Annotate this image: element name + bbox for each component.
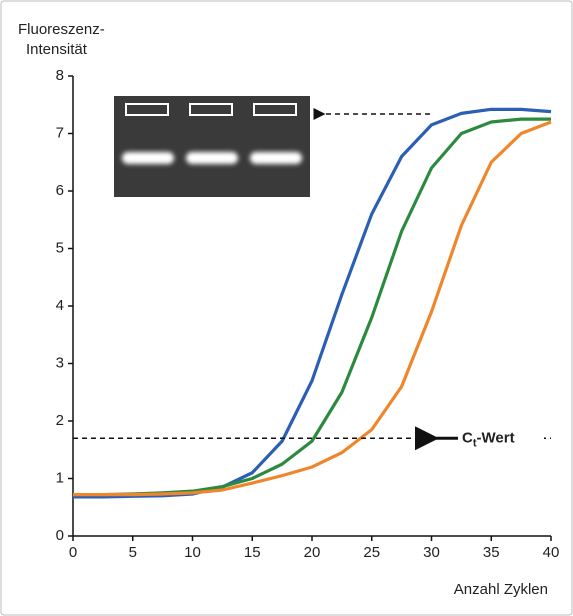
x-axis-label: Anzahl Zyklen	[454, 581, 548, 598]
y-tick-label: 2	[56, 412, 64, 429]
x-tick-label: 5	[129, 544, 137, 561]
chart: Fluoreszenz- Intensität Anzahl Zyklen 0 1…	[0, 0, 573, 616]
x-tick-label: 15	[244, 544, 261, 561]
x-tick-label: 25	[363, 544, 380, 561]
y-tick-label: 7	[56, 124, 64, 141]
y-tick-label: 0	[56, 527, 64, 544]
y-tick-label: 5	[56, 239, 64, 256]
x-tick-label: 30	[423, 544, 440, 561]
frame	[1, 1, 572, 615]
label-part: C	[462, 429, 473, 446]
y-tick-label: 1	[56, 469, 64, 486]
y-tick-label: 8	[56, 67, 64, 84]
x-tick-label: 35	[483, 544, 500, 561]
y-tick-label: 6	[56, 182, 64, 199]
y-tick-label: 4	[56, 297, 64, 314]
y-axis-label: Fluoreszenz-	[18, 21, 105, 38]
gel-inset	[114, 96, 310, 197]
x-tick-label: 40	[543, 544, 560, 561]
y-tick-label: 3	[56, 354, 64, 371]
x-tick-label: 10	[184, 544, 201, 561]
x-tick-label: 20	[304, 544, 321, 561]
threshold-label: Ct-Wert	[462, 429, 515, 449]
label-part: -Wert	[477, 429, 515, 446]
y-axis-label: Intensität	[26, 41, 88, 58]
x-tick-label: 0	[69, 544, 77, 561]
